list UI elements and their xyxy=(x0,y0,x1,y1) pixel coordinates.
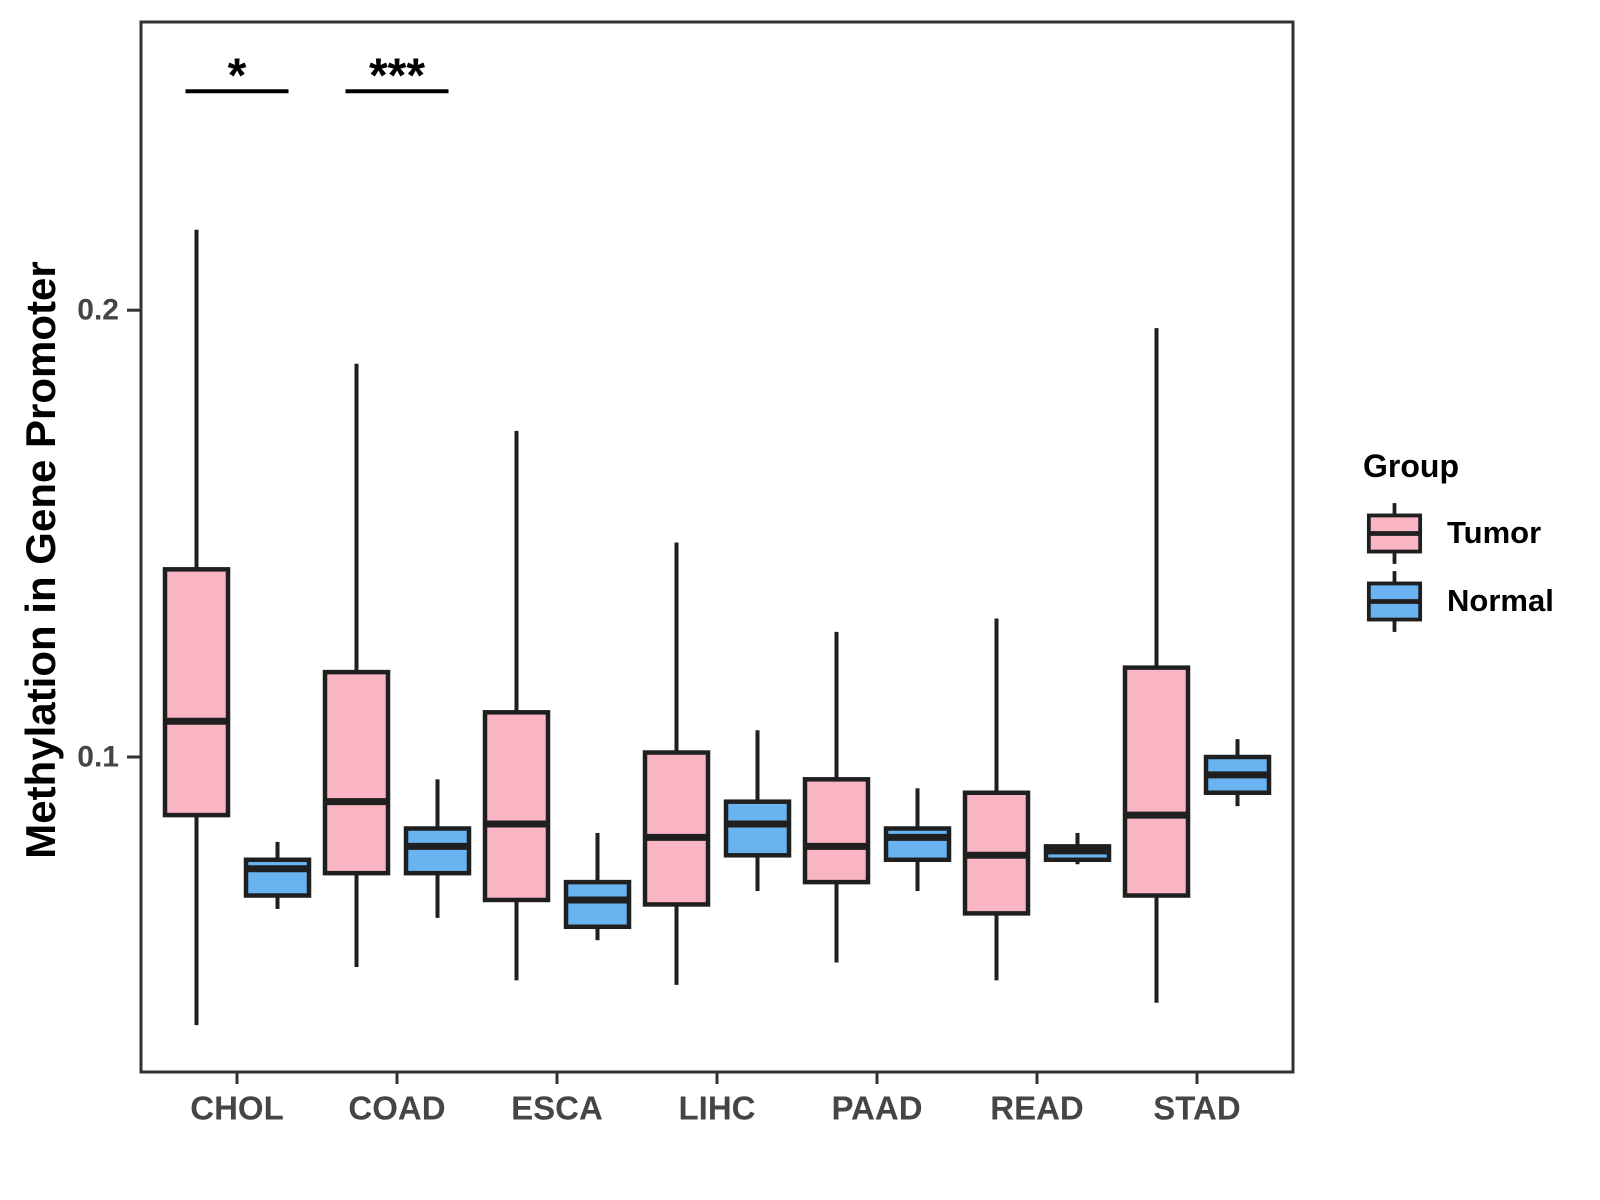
boxplot-normal-read xyxy=(1043,832,1112,865)
normal-boxplot-icon xyxy=(1366,570,1423,632)
y-tick-label: 0.2 xyxy=(77,294,119,327)
legend-label-normal: Normal xyxy=(1447,583,1554,618)
significance-stars-chol: * xyxy=(228,49,247,102)
x-tick-label-stad: STAD xyxy=(1153,1090,1240,1127)
boxplot-tumor-read xyxy=(962,618,1031,981)
boxplot-tumor-lihc xyxy=(642,542,711,985)
iqr-box xyxy=(1122,665,1191,898)
boxplot-tumor-coad xyxy=(322,363,391,967)
iqr-box xyxy=(243,857,312,898)
significance-stars-coad: *** xyxy=(369,49,425,102)
boxplot-normal-chol xyxy=(243,841,312,909)
legend-title: Group xyxy=(1363,448,1459,484)
iqr-box xyxy=(723,799,792,858)
boxplot-tumor-stad xyxy=(1122,328,1191,1003)
x-tick-label-chol: CHOL xyxy=(190,1090,284,1127)
iqr-box xyxy=(482,710,551,903)
boxplot-normal-esca xyxy=(563,832,632,941)
legend: Group Tumor Normal xyxy=(1362,448,1554,635)
iqr-box xyxy=(403,826,472,876)
iqr-box xyxy=(802,777,871,885)
boxplot-normal-stad xyxy=(1203,739,1272,807)
legend-label-tumor: Tumor xyxy=(1447,515,1542,550)
y-tick-label: 0.1 xyxy=(77,741,119,774)
iqr-box xyxy=(642,750,711,907)
boxplot-tumor-esca xyxy=(482,430,551,981)
iqr-box xyxy=(162,567,231,818)
boxplot-normal-paad xyxy=(883,788,952,892)
x-tick-label-lihc: LIHC xyxy=(679,1090,756,1127)
legend-item-normal: Normal xyxy=(1362,567,1554,635)
boxplot-normal-lihc xyxy=(723,730,792,892)
x-tick-label-paad: PAAD xyxy=(831,1090,922,1127)
tumor-boxplot-icon xyxy=(1366,502,1423,564)
x-tick-label-esca: ESCA xyxy=(511,1090,603,1127)
boxplot-tumor-paad xyxy=(802,631,871,963)
boxplot-normal-coad xyxy=(403,779,472,918)
iqr-box xyxy=(322,669,391,876)
legend-item-tumor: Tumor xyxy=(1362,499,1554,567)
y-axis-title: Methylation in Gene Promoter xyxy=(17,261,64,858)
iqr-box xyxy=(563,879,632,930)
x-tick-label-coad: COAD xyxy=(348,1090,445,1127)
boxplot-tumor-chol xyxy=(162,229,231,1026)
iqr-box xyxy=(883,826,952,863)
x-tick-label-read: READ xyxy=(990,1090,1084,1127)
plot-panel xyxy=(139,20,1295,1074)
